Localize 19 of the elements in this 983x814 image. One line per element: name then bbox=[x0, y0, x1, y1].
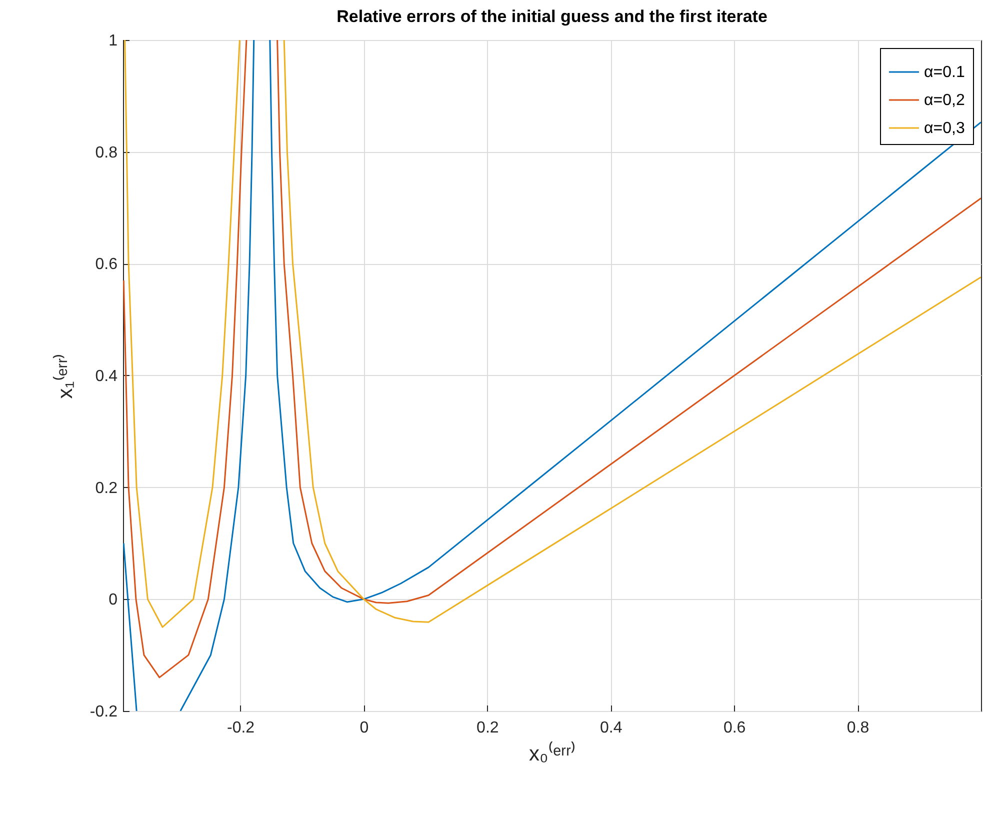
x-tick-label: -0.2 bbox=[226, 720, 255, 736]
x-tick-label: 0.2 bbox=[476, 720, 499, 736]
legend-label: α=0,3 bbox=[924, 120, 965, 137]
x-tick-label: 0 bbox=[360, 720, 369, 736]
y-tick-label: 1 bbox=[108, 32, 118, 50]
y-tick-label: 0.8 bbox=[95, 144, 118, 162]
x-tick-label: 0.6 bbox=[723, 720, 746, 736]
legend-label: α=0.1 bbox=[924, 64, 965, 81]
y-axis-title: x₁⁽ᵉʳʳ⁾ bbox=[52, 353, 77, 399]
y-tick-label: 0.4 bbox=[95, 368, 118, 385]
x-tick-label: 0.8 bbox=[846, 720, 870, 736]
y-tick-label: 0.2 bbox=[95, 480, 118, 497]
x-axis-title: x₀⁽ᵉʳʳ⁾ bbox=[528, 740, 576, 766]
y-tick-label: 0.6 bbox=[95, 256, 118, 274]
y-tick-label: -0.2 bbox=[90, 704, 118, 720]
chart-title: Relative errors of the initial guess and the first iterate bbox=[336, 7, 768, 26]
x-tick-label: 0.4 bbox=[600, 720, 622, 736]
y-tick-label: 0 bbox=[108, 592, 118, 609]
legend-label: α=0,2 bbox=[924, 92, 965, 109]
